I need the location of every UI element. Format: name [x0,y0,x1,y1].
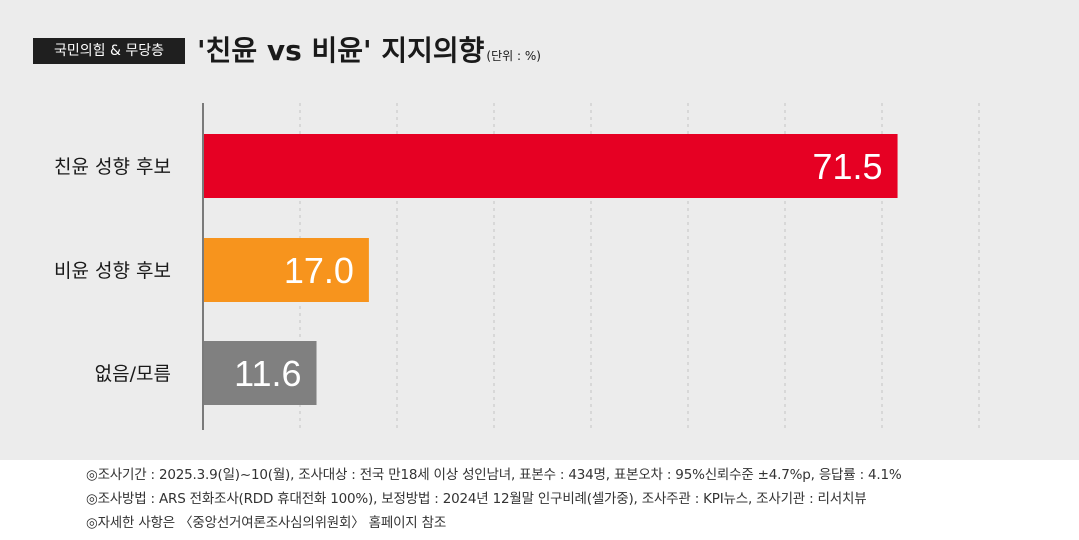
unit-label: (단위 : %) [486,49,541,63]
value-label-2: 17.0 [284,250,354,291]
footer: ◎조사기간 : 2025.3.9(일)~10(월), 조사대상 : 전국 만18… [0,460,1079,540]
footnote-survey-period: ◎조사기간 : 2025.3.9(일)~10(월), 조사대상 : 전국 만18… [86,467,902,483]
bar-2 [204,238,369,302]
footnote-survey-method: ◎조사방법 : ARS 전화조사(RDD 휴대전화 100%), 보정방법 : … [86,491,867,507]
bar-1 [204,134,898,198]
subject-tag: 국민의힘 & 무당층 [33,38,185,64]
value-label-3: 11.6 [234,353,301,394]
category-label-2: 비윤 성향 후보 [54,260,171,282]
chart-area: 국민의힘 & 무당층 '친윤 vs 비윤' 지지의향 (단위 : %) 친윤 성향… [0,0,1079,460]
value-label-1: 71.5 [812,146,882,187]
bar-chart: 친윤 성향 후보 71.5 비윤 성향 후보 17.0 없음/모름 11.6 [54,103,980,430]
chart-title-text: '친윤 vs 비윤' 지지의향 [197,34,485,67]
chart-title: '친윤 vs 비윤' 지지의향 (단위 : %) [197,33,541,69]
category-label-3: 없음/모름 [95,363,171,385]
bar-3 [204,341,317,405]
footnote-reference: ◎자세한 사항은 〈중앙선거여론조사심의위원회〉 홈페이지 참조 [86,515,447,531]
category-label-1: 친윤 성향 후보 [54,156,171,178]
